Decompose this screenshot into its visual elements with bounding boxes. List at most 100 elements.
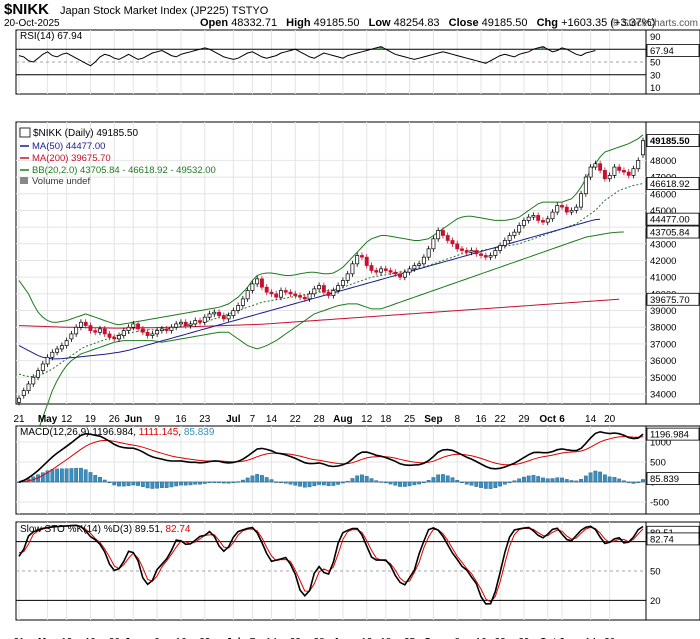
candle-body-100 xyxy=(493,250,498,256)
candle-body-111 xyxy=(545,218,550,223)
x-tick-1-25: 14 xyxy=(585,637,597,639)
macd-hist-bar-46 xyxy=(236,481,241,483)
macd-hist-bar-35 xyxy=(183,481,188,486)
macd-hist-bar-72 xyxy=(360,474,364,483)
x-tick-1-1: May xyxy=(38,637,58,639)
macd-hist-bar-92 xyxy=(455,479,460,483)
candle-body-28 xyxy=(150,333,155,336)
macd-hist-bar-58 xyxy=(293,481,298,486)
macd-hist-bar-14 xyxy=(83,469,88,483)
macd-hist-bar-76 xyxy=(379,481,383,483)
sto-legend: Slow STO %K(14) %D(3) 89.51, 82.74 xyxy=(20,524,191,535)
candle-body-81 xyxy=(402,271,407,278)
macd-hist-bar-75 xyxy=(374,480,379,483)
macd-hist-bar-53 xyxy=(269,479,274,483)
watermark: © StockCharts.com xyxy=(612,18,698,29)
macd-hist-bar-126 xyxy=(617,478,622,483)
macd-hist-bar-93 xyxy=(460,481,464,484)
candle-body-117 xyxy=(574,206,579,211)
price-panel: 4800047000460004500044000430004200041000… xyxy=(15,121,700,462)
macd-hist-bar-111 xyxy=(545,478,550,483)
price-label-4-box xyxy=(646,292,700,306)
candle-body-75 xyxy=(374,270,379,273)
macd-hist-bar-64 xyxy=(321,481,326,486)
candle-body-14 xyxy=(83,321,88,326)
candle-body-38 xyxy=(198,320,202,323)
x-tick-0-10: 7 xyxy=(250,414,256,425)
x-tick-0-13: 28 xyxy=(314,414,326,425)
macd-hist-bar-40 xyxy=(207,481,212,484)
macd-hist-bar-95 xyxy=(469,481,474,486)
macd-hist-bar-118 xyxy=(579,479,583,483)
candle-body-115 xyxy=(564,206,569,213)
candle-body-92 xyxy=(455,243,460,250)
candle-body-24 xyxy=(131,323,136,328)
rsi-ytick-4: 10 xyxy=(650,83,661,94)
macd-hist-bar-97 xyxy=(479,481,483,488)
macd-hist-bar-115 xyxy=(564,479,569,483)
macd-hist-bar-119 xyxy=(583,475,588,483)
macd-hist-bar-82 xyxy=(407,481,412,487)
macd-hist-bar-112 xyxy=(550,478,555,483)
price-label-0: 49185.50 xyxy=(650,136,690,147)
sto-ytick-2: 20 xyxy=(650,596,661,607)
macd-hist-bar-29 xyxy=(155,481,160,489)
candle-body-31 xyxy=(164,328,169,331)
x-tick-1-4: 26 xyxy=(109,637,121,639)
macd-axis-frame xyxy=(645,425,700,515)
macd-hist-bar-41 xyxy=(212,481,217,483)
candle-body-35 xyxy=(183,321,188,326)
macd-hist-bar-107 xyxy=(526,475,531,483)
candle-body-3 xyxy=(31,376,36,385)
candle-body-128 xyxy=(626,171,631,176)
x-tick-1-26: 20 xyxy=(604,637,616,639)
candle-body-12 xyxy=(74,326,79,335)
macd-hist-bar-36 xyxy=(188,481,193,486)
price-label-4: 39675.70 xyxy=(650,295,690,306)
candle-body-84 xyxy=(417,263,422,266)
macd-hist-bar-5 xyxy=(40,472,45,483)
candle-body-88 xyxy=(436,230,441,240)
macd-label-1: 85.839 xyxy=(650,474,679,485)
candle-body-33 xyxy=(174,323,179,328)
price-ytick-10: 38000 xyxy=(650,323,676,334)
bb-lower-line xyxy=(18,231,624,462)
macd-hist-bar-50 xyxy=(255,474,260,483)
macd-hist-bar-131 xyxy=(641,479,645,483)
macd-hist-bar-124 xyxy=(607,476,612,483)
macd-hist-bar-66 xyxy=(331,481,336,486)
macd-hist-bar-42 xyxy=(217,481,221,484)
x-tick-0-21: 22 xyxy=(495,414,507,425)
macd-hist-bar-81 xyxy=(402,481,407,487)
macd-hist-bar-122 xyxy=(598,471,603,483)
candle-body-10 xyxy=(64,340,69,346)
candle-body-66 xyxy=(331,290,336,296)
x-tick-1-12: 22 xyxy=(290,637,302,639)
macd-hist-bar-44 xyxy=(226,481,231,484)
price-legend-text: $NIKK (Daily) 49185.50 xyxy=(33,128,138,139)
macd-hist-bar-109 xyxy=(536,476,541,483)
macd-hist-bar-68 xyxy=(341,481,345,484)
candle-body-52 xyxy=(264,286,269,293)
x-tick-0-4: 26 xyxy=(109,414,121,425)
x-tick-0-3: 19 xyxy=(85,414,97,425)
x-tick-0-24: 6 xyxy=(559,414,565,425)
candle-body-0 xyxy=(17,397,21,403)
macd-hist-bar-6 xyxy=(45,470,50,483)
candle-body-50 xyxy=(255,278,260,285)
x-tick-1-22: 29 xyxy=(518,637,530,639)
rsi-last-label-box xyxy=(646,44,700,57)
x-tick-1-6: 9 xyxy=(154,637,160,639)
candle-body-47 xyxy=(240,298,245,306)
candle-body-5 xyxy=(40,363,45,371)
x-axes: 21 May 12 19 26 Jun 9 16 23 Jul 7 14 22 28 Aug 12 18 25 Se… xyxy=(13,414,615,639)
macd-hist-bar-18 xyxy=(102,479,107,483)
candle-body-108 xyxy=(531,215,536,218)
candle-body-103 xyxy=(507,235,512,241)
candle-body-46 xyxy=(236,305,241,311)
macd-hist-bar-90 xyxy=(445,475,450,483)
candle-body-129 xyxy=(631,168,636,176)
volume-legend-text: Volume undef xyxy=(32,176,90,187)
volume-legend-swatch xyxy=(20,177,28,184)
